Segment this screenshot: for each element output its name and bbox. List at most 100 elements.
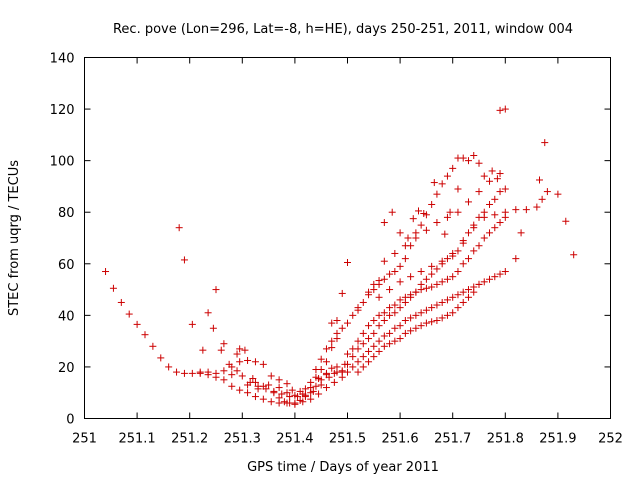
data-point-marker <box>241 346 249 354</box>
data-point-marker <box>299 398 307 406</box>
data-point-marker <box>459 154 467 162</box>
data-point-marker <box>430 179 438 187</box>
data-point-marker <box>454 247 462 255</box>
data-point-marker <box>415 207 423 215</box>
data-point-marker <box>322 369 330 377</box>
data-point-marker <box>454 291 462 299</box>
data-point-marker <box>283 389 291 397</box>
data-point-marker <box>251 393 259 401</box>
data-point-marker <box>291 400 299 408</box>
data-point-marker <box>417 322 425 330</box>
data-point-marker <box>173 368 181 376</box>
data-point-marker <box>464 198 472 206</box>
chart-title: Rec. pove (Lon=296, Lat=-8, h=HE), days … <box>113 22 573 37</box>
data-point-marker <box>102 268 110 276</box>
data-point-marker <box>330 378 338 386</box>
data-point-marker <box>412 234 420 242</box>
data-point-marker <box>220 376 228 384</box>
data-point-marker <box>380 332 388 340</box>
x-tick-label: 251.6 <box>381 432 418 447</box>
data-point-marker <box>407 327 415 335</box>
data-point-marker <box>396 296 404 304</box>
data-point-marker <box>428 270 436 278</box>
data-point-marker <box>375 347 383 355</box>
data-point-marker <box>359 329 367 337</box>
data-point-marker <box>333 335 341 343</box>
data-point-marker <box>391 337 399 345</box>
y-tick-label: 40 <box>58 309 75 324</box>
data-point-marker <box>491 273 499 281</box>
data-point-marker <box>344 350 351 358</box>
data-point-marker <box>209 324 217 332</box>
data-point-marker <box>188 369 196 377</box>
y-axis-label: STEC from uqrg / TECUs <box>7 160 22 316</box>
data-point-marker <box>359 353 367 361</box>
data-point-marker <box>422 284 430 292</box>
data-point-marker <box>283 399 291 407</box>
data-point-marker <box>262 385 270 393</box>
data-point-marker <box>470 224 478 232</box>
data-point-marker <box>349 353 357 361</box>
data-point-marker <box>443 172 451 180</box>
data-point-marker <box>328 364 336 372</box>
data-point-marker <box>246 378 254 386</box>
data-point-marker <box>535 176 543 184</box>
data-point-marker <box>228 371 236 379</box>
data-point-marker <box>388 208 396 216</box>
x-tick-label: 251.2 <box>171 432 208 447</box>
data-point-marker <box>428 262 436 270</box>
data-point-marker <box>359 298 367 306</box>
data-point-marker <box>512 255 520 263</box>
data-point-marker <box>428 200 436 208</box>
data-point-marker <box>338 324 346 332</box>
data-point-marker <box>359 363 367 371</box>
data-point-marker <box>391 268 399 276</box>
data-point-marker <box>117 298 125 306</box>
data-point-marker <box>317 366 325 374</box>
data-point-marker <box>480 213 488 221</box>
data-point-marker <box>491 195 499 203</box>
y-tick-label: 20 <box>58 361 75 376</box>
data-point-marker <box>449 164 457 172</box>
data-point-marker <box>375 322 383 330</box>
data-point-marker <box>386 340 394 348</box>
data-point-marker <box>517 229 525 237</box>
data-point-marker <box>220 367 228 375</box>
data-point-marker <box>454 268 462 276</box>
data-point-marker <box>349 311 357 319</box>
x-tick-label: 251.9 <box>539 432 576 447</box>
data-point-marker <box>365 358 373 366</box>
data-point-marker <box>464 255 472 263</box>
data-point-marker <box>365 288 373 296</box>
data-point-marker <box>446 208 454 216</box>
data-point-marker <box>333 317 341 325</box>
data-point-marker <box>443 255 451 263</box>
data-point-marker <box>401 242 409 250</box>
data-point-marker <box>180 369 188 377</box>
x-tick-label: 251.8 <box>487 432 524 447</box>
data-point-marker <box>370 317 378 325</box>
data-point-marker <box>480 278 488 286</box>
data-point-marker <box>401 317 409 325</box>
data-point-marker <box>212 373 220 381</box>
data-point-marker <box>501 208 509 216</box>
data-point-marker <box>328 337 336 345</box>
data-point-marker <box>480 172 488 180</box>
y-tick-label: 100 <box>50 155 75 170</box>
data-point-marker <box>554 190 562 198</box>
data-point-marker <box>533 203 541 211</box>
data-point-marker <box>365 347 373 355</box>
data-point-marker <box>438 298 446 306</box>
data-point-marker <box>307 378 315 386</box>
data-point-marker <box>449 273 457 281</box>
x-axis: 251 251.1 251.2 251.3 251.4 251.5 251.6 251.7 25… <box>72 57 623 447</box>
data-point-marker <box>354 337 362 345</box>
data-point-marker <box>417 268 425 276</box>
data-point-marker <box>470 151 478 159</box>
data-point-marker <box>496 270 504 278</box>
data-point-marker <box>454 185 462 193</box>
data-point-marker <box>375 337 383 345</box>
data-point-marker <box>220 340 228 348</box>
data-point-marker <box>433 280 441 288</box>
